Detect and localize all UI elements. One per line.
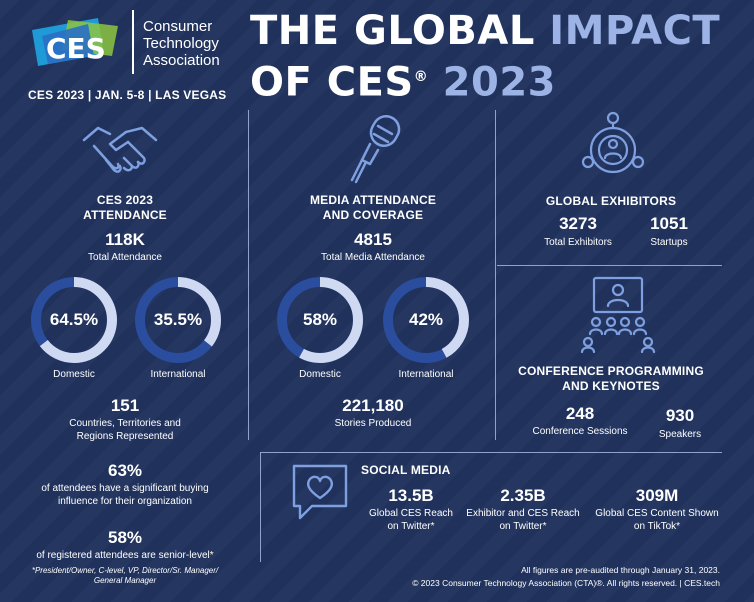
attendance-domestic-pct: 64.5% (49, 310, 99, 329)
handshake-icon (80, 120, 160, 180)
media-total-value: 4815 (354, 230, 392, 249)
footer-copyright: © 2023 Consumer Technology Association (… (412, 578, 720, 588)
media-heading: MEDIA ATTENDANCE AND COVERAGE (309, 193, 437, 222)
senior-level-value: 58% (107, 528, 143, 547)
attendance-total-label: Total Attendance (88, 252, 162, 263)
startups-label: Startups (650, 237, 688, 248)
stories-label: Stories Produced (334, 418, 412, 429)
social-twitter-global-value: 13.5B (388, 486, 434, 505)
attendance-international-ring (134, 276, 222, 364)
speakers-label: Speakers (658, 429, 702, 440)
ces-logo: CES (28, 16, 124, 68)
exhibitors-total-label: Total Exhibitors (544, 237, 612, 248)
sessions-label: Conference Sessions (532, 426, 628, 437)
attendance-domestic-label: Domestic (53, 369, 95, 380)
stories-value: 221,180 (342, 396, 404, 415)
attendance-international-label: International (150, 369, 206, 380)
senior-level-footnote: *President/Owner, C-level, VP, Director/… (31, 566, 219, 585)
conference-heading: CONFERENCE PROGRAMMING AND KEYNOTES (518, 364, 704, 393)
media-domestic-label: Domestic (299, 369, 341, 380)
social-twitter-global-label: Global CES Reach on Twitter* (369, 508, 453, 532)
media-domestic-pct: 58% (302, 310, 338, 329)
media-international-pct: 42% (408, 310, 444, 329)
senior-level-label: of registered attendees are senior-level… (36, 550, 214, 561)
speakers-value: 930 (665, 406, 695, 425)
buying-influence-label: of attendees have a significant buying i… (41, 483, 209, 507)
countries-value: 151 (110, 396, 140, 415)
heart-chat-icon (290, 462, 350, 524)
attendance-total-value: 118K (105, 230, 145, 249)
social-twitter-exhibitor-value: 2.35B (500, 486, 546, 505)
startups-value: 1051 (650, 214, 688, 233)
media-international-ring (382, 276, 470, 364)
social-tiktok-value: 309M (635, 486, 679, 505)
media-total-label: Total Media Attendance (321, 252, 425, 263)
divider-social (260, 452, 722, 453)
association-name: Consumer Technology Association (143, 18, 220, 69)
footer-audit-note: All figures are pre-audited through Janu… (521, 565, 720, 575)
divider-social-left (260, 452, 261, 562)
attendance-domestic-ring (30, 276, 118, 364)
logo-text: CES (46, 32, 106, 65)
social-tiktok-label: Global CES Content Shown on TikTok* (595, 508, 719, 532)
divider-exhibitors (497, 265, 722, 266)
global-network-icon (580, 110, 646, 186)
logo-dark-shape (42, 24, 94, 64)
divider-right (495, 110, 496, 440)
social-twitter-exhibitor-label: Exhibitor and CES Reach on Twitter* (466, 508, 580, 532)
logo-divider (132, 10, 134, 74)
countries-label: Countries, Territories and Regions Repre… (69, 418, 181, 442)
exhibitors-total-value: 3273 (559, 214, 597, 233)
exhibitors-heading: GLOBAL EXHIBITORS (545, 194, 677, 208)
conference-audience-icon (580, 274, 656, 354)
media-domestic-ring (276, 276, 364, 364)
event-dateline: CES 2023 | JAN. 5-8 | LAS VEGAS (28, 88, 227, 102)
buying-influence-value: 63% (107, 461, 143, 480)
footer: All figures are pre-audited through Janu… (280, 564, 720, 590)
media-international-label: International (398, 369, 454, 380)
microphone-icon (340, 112, 410, 186)
divider-left (248, 110, 249, 440)
sessions-value: 248 (565, 404, 595, 423)
page-title: THE GLOBAL IMPACT OF CES® 2023 (250, 8, 721, 106)
social-heading: SOCIAL MEDIA (361, 463, 451, 477)
attendance-international-pct: 35.5% (153, 310, 203, 329)
attendance-heading: CES 2023 ATTENDANCE (83, 193, 167, 222)
